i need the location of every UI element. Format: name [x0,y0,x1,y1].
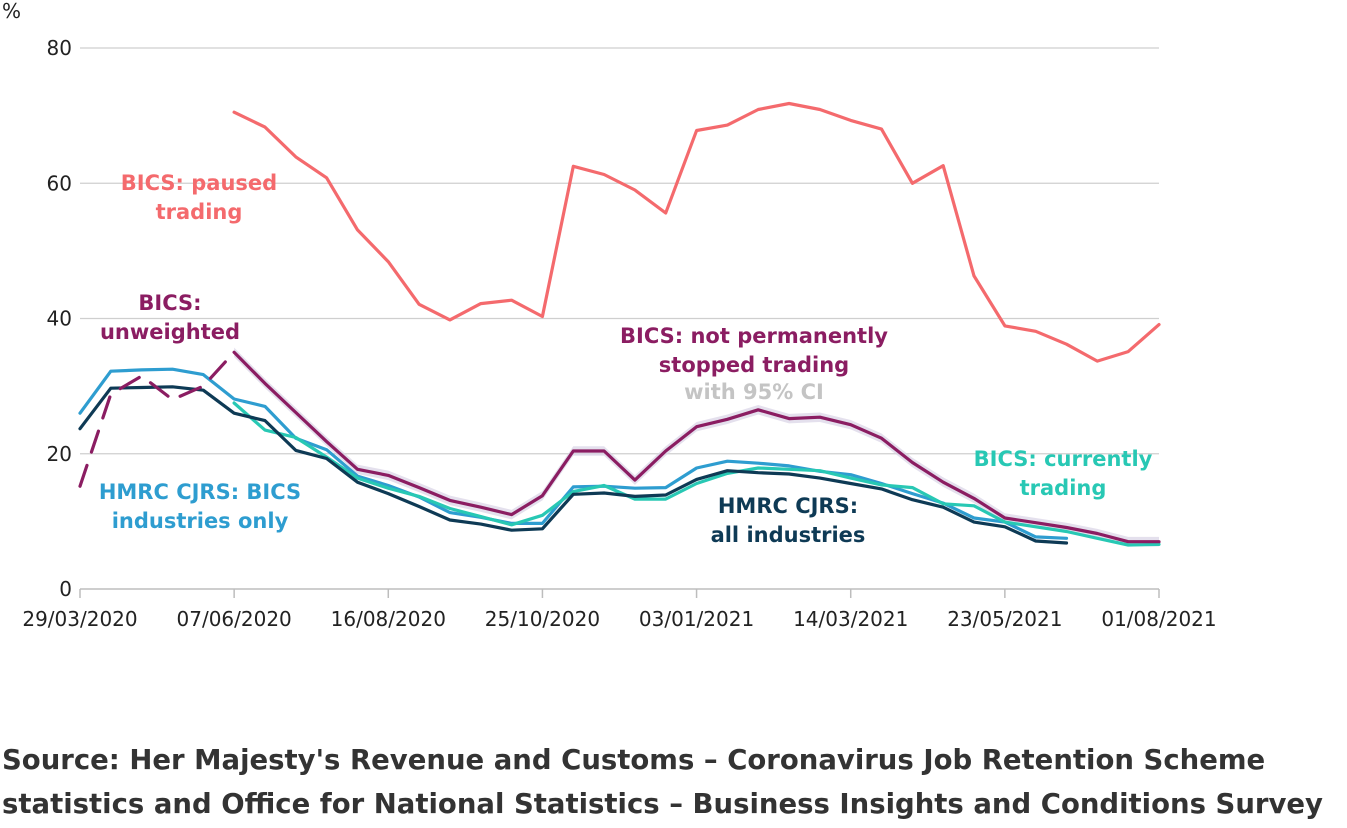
y-tick-label: 0 [59,577,72,601]
series-label: all industries [711,523,866,547]
series-line [232,350,1161,544]
x-tick-label: 14/03/2021 [793,607,908,631]
x-tick-label: 16/08/2020 [331,607,446,631]
series-label: BICS: not permanently [620,324,888,348]
series-label: unweighted [100,320,240,344]
series-line [78,385,1069,545]
y-axis: % 0 20 40 60 80 [2,0,72,601]
series-labels: BICS: paused trading BICS: not permanently… [99,171,1153,547]
x-tick-label: 25/10/2020 [485,607,600,631]
y-tick-label: 80 [47,36,72,60]
series-label: HMRC CJRS: [718,494,858,518]
x-axis: 29/03/2020 07/06/2020 16/08/2020 25/10/2020… [22,588,1217,631]
series-label: trading [156,200,243,224]
x-tick-label: 29/03/2020 [22,607,137,631]
line-chart: % 0 20 40 60 80 29/03/2020 07/06/2020 16/08/202… [2,0,1217,631]
series-lines [78,101,1161,547]
y-tick-label: 40 [47,307,72,331]
y-tick-label: 20 [47,442,72,466]
y-axis-unit-label: % [2,0,21,23]
y-tick-label: 60 [47,171,72,195]
x-tick-label: 07/06/2020 [177,607,292,631]
series-label: trading [1020,476,1107,500]
series-label: BICS: paused [121,171,277,195]
series-label: BICS: [138,291,201,315]
series-line [78,350,236,488]
ci-label: with 95% CI [684,380,824,404]
gridlines [80,47,1159,455]
source-note: Source: Her Majesty's Revenue and Custom… [2,744,1323,820]
series-label: BICS: currently [974,447,1153,471]
x-tick-label: 03/01/2021 [639,607,754,631]
series-label: HMRC CJRS: BICS [99,480,301,504]
series-label: industries only [112,509,289,533]
x-tick-label: 01/08/2021 [1101,607,1216,631]
series-line [232,401,1161,547]
series-line [78,367,1069,540]
series-label: stopped trading [659,353,849,377]
x-tick-label: 23/05/2021 [947,607,1062,631]
series-line [232,101,1161,363]
